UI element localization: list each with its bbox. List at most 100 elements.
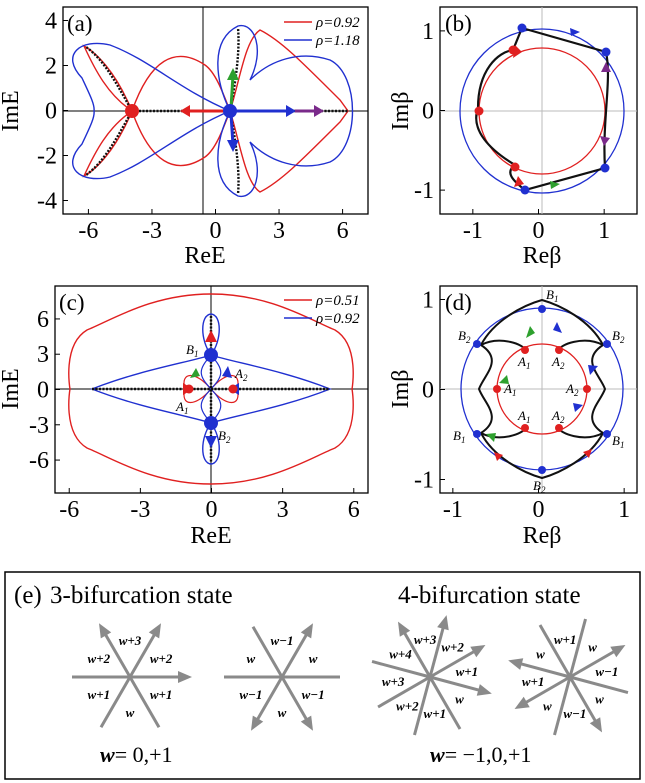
x-tick-label: 1 <box>618 497 630 523</box>
star-label: w+3 <box>382 674 405 689</box>
panel-d: B1 B2 B2 B2 B1 B1 A1 A2 A1 A2 A1 A2 (d) … <box>388 285 638 549</box>
panel-d-trajectory <box>477 298 607 480</box>
star-label: w+1 <box>424 706 447 721</box>
panel-a-purple-arrowhead <box>314 105 324 117</box>
panel-c: B1 B2 A1 A2 ρ=0.51 ρ=0.92 (c) -6 -3 0 3 6-6-… <box>0 285 369 549</box>
star-label: w+2 <box>88 651 111 666</box>
star-ray <box>569 675 629 694</box>
y-tick-label: 0 <box>422 378 434 404</box>
star-ray <box>428 676 462 730</box>
formula-var: w <box>430 742 445 767</box>
panel-a-xlabel: ReE <box>184 243 225 269</box>
y-tick-label: -2 <box>37 144 57 170</box>
star-label: w+1 <box>88 687 111 702</box>
panel-c-label-B2-sub: 2 <box>226 435 231 445</box>
panel-a-blue-arrowhead <box>286 105 296 117</box>
panel-b-marker <box>508 45 518 55</box>
panel-a-red-marker <box>125 104 139 118</box>
star-arrowhead <box>300 623 313 639</box>
star-label: w <box>309 651 318 666</box>
panel-c-label-A1: A1 <box>175 399 188 416</box>
panel-d-label-A2-top: A2 <box>551 354 565 371</box>
star-diagram-1: w+2 w+1 w w+1 w+2 w+3 <box>72 623 192 728</box>
x-tick-label: 0 <box>533 218 545 244</box>
panel-d-arrow <box>573 403 583 412</box>
x-tick-label: -3 <box>130 497 150 523</box>
panel-c-label-B1-sub: 1 <box>194 349 199 359</box>
y-tick-label: 1 <box>422 19 434 45</box>
x-tick-label: 3 <box>277 497 289 523</box>
star-label: w−1 <box>302 687 325 702</box>
star-arrowhead <box>589 717 602 733</box>
panel-d-inner-arcs <box>480 339 604 439</box>
legend-label-blue: ρ=0.92 <box>315 311 360 327</box>
panel-b-arrow-2 <box>601 62 611 72</box>
star-arrowhead <box>470 645 486 658</box>
star-label: w <box>126 705 135 720</box>
star-ray <box>413 676 432 736</box>
panel-b-arrow-4 <box>550 181 560 189</box>
x-tick-label: 0 <box>210 218 222 244</box>
star-label: w <box>536 646 545 661</box>
panel-c-ticks: -6 -3 0 3 6 -6 -3 0 3 6 <box>29 307 360 523</box>
panel-d-arrow <box>499 375 509 384</box>
star-ray <box>251 626 284 678</box>
star-ray <box>99 676 132 728</box>
panel-d-markers <box>473 305 611 474</box>
panel-d-label-B1-left: B1 <box>453 428 465 445</box>
star-label: w−1 <box>563 706 586 721</box>
panel-a-blue-marker <box>223 104 237 118</box>
y-tick-label: -6 <box>29 448 49 474</box>
star-label: w−1 <box>239 687 262 702</box>
panel-e-frame <box>4 571 641 780</box>
panel-a-blue-left <box>71 42 232 180</box>
panel-c-label-A1-sub: 1 <box>184 406 189 416</box>
panel-c-legend: ρ=0.51 ρ=0.92 <box>284 293 360 327</box>
panel-d-label-B1-right: B1 <box>612 433 624 450</box>
star-arrowhead <box>398 621 411 637</box>
panel-d-label-A2-bottom: A2 <box>551 408 565 425</box>
panel-c-B1-marker <box>204 348 218 362</box>
y-tick-label: 2 <box>45 54 57 80</box>
panel-d-marker <box>493 385 501 393</box>
panel-c-B2-marker <box>204 416 218 430</box>
panel-e-formula-right: w= −1,0,+1 <box>430 742 531 767</box>
panel-d-marker <box>521 346 529 354</box>
star-ray <box>371 660 431 679</box>
star-label: w+1 <box>554 632 577 647</box>
panel-c-A1-marker <box>184 384 194 394</box>
panel-d-xlabel: Reβ <box>523 523 562 549</box>
panel-d-label-A1-bottom: A1 <box>517 408 530 425</box>
panel-d-label: (d) <box>445 290 472 315</box>
panel-a-ticks: -6 -3 0 3 6 -4 -2 0 2 4 <box>37 9 349 245</box>
panel-d-ylabel: Imβ <box>388 370 414 409</box>
y-tick-label: 3 <box>37 342 49 368</box>
star-arrowhead <box>251 715 264 731</box>
star-arrowhead <box>476 684 492 696</box>
y-tick-label: -1 <box>414 468 434 494</box>
panel-c-blue-top-loop <box>202 313 220 357</box>
panel-c-trajectories <box>92 316 330 462</box>
formula-values: = −1,0,+1 <box>445 742 532 767</box>
panel-c-arrow-green <box>190 368 200 378</box>
panel-b-ticks: -1 0 1 -1 0 1 <box>414 19 610 244</box>
panel-b-marker <box>601 47 611 57</box>
x-tick-label: 6 <box>348 497 360 523</box>
panel-d-label-A2: A2 <box>565 381 579 398</box>
panel-d-arrow <box>486 433 496 442</box>
panel-c-red-outer <box>68 293 354 485</box>
y-tick-label: 4 <box>45 9 57 35</box>
panel-b-marker <box>517 23 527 33</box>
panel-c-label-A2-main: A <box>234 366 243 381</box>
panel-d-marker <box>521 424 529 432</box>
panel-b: (b) -1 0 1 -1 0 1 Reβ Imβ <box>388 6 638 269</box>
panel-c-label-B1-main: B <box>186 342 194 357</box>
formula-values: = 0,+1 <box>115 742 173 767</box>
x-tick-label: 0 <box>533 497 545 523</box>
star-label: w+1 <box>150 687 173 702</box>
y-tick-label: 0 <box>37 378 49 404</box>
panel-d-marker <box>473 430 481 438</box>
panel-c-arrow-blue-2 <box>222 366 232 378</box>
panel-c-ylabel: ImE <box>0 368 24 409</box>
